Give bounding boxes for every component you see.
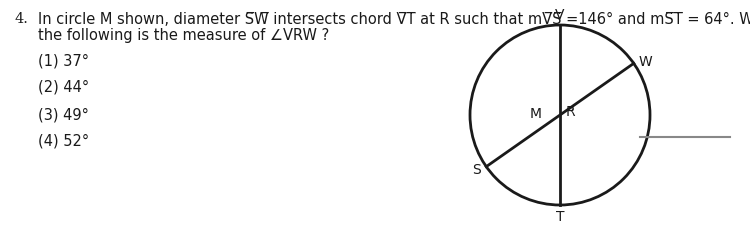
Text: S: S (472, 162, 482, 176)
Text: (1) 37°: (1) 37° (38, 53, 89, 68)
Text: the following is the measure of ∠VRW ?: the following is the measure of ∠VRW ? (38, 28, 329, 43)
Text: In circle M shown, diameter S̅W̅ intersects chord V̅T̅ at R such that mV̅S̅ =146: In circle M shown, diameter S̅W̅ interse… (38, 12, 750, 27)
Text: R: R (566, 105, 575, 118)
Text: T: T (556, 209, 564, 223)
Text: 4.: 4. (14, 12, 28, 26)
Text: M: M (530, 106, 542, 121)
Text: (3) 49°: (3) 49° (38, 106, 89, 121)
Text: (2) 44°: (2) 44° (38, 80, 89, 95)
Text: W: W (639, 55, 652, 69)
Text: V: V (555, 8, 565, 22)
Text: (4) 52°: (4) 52° (38, 133, 89, 148)
